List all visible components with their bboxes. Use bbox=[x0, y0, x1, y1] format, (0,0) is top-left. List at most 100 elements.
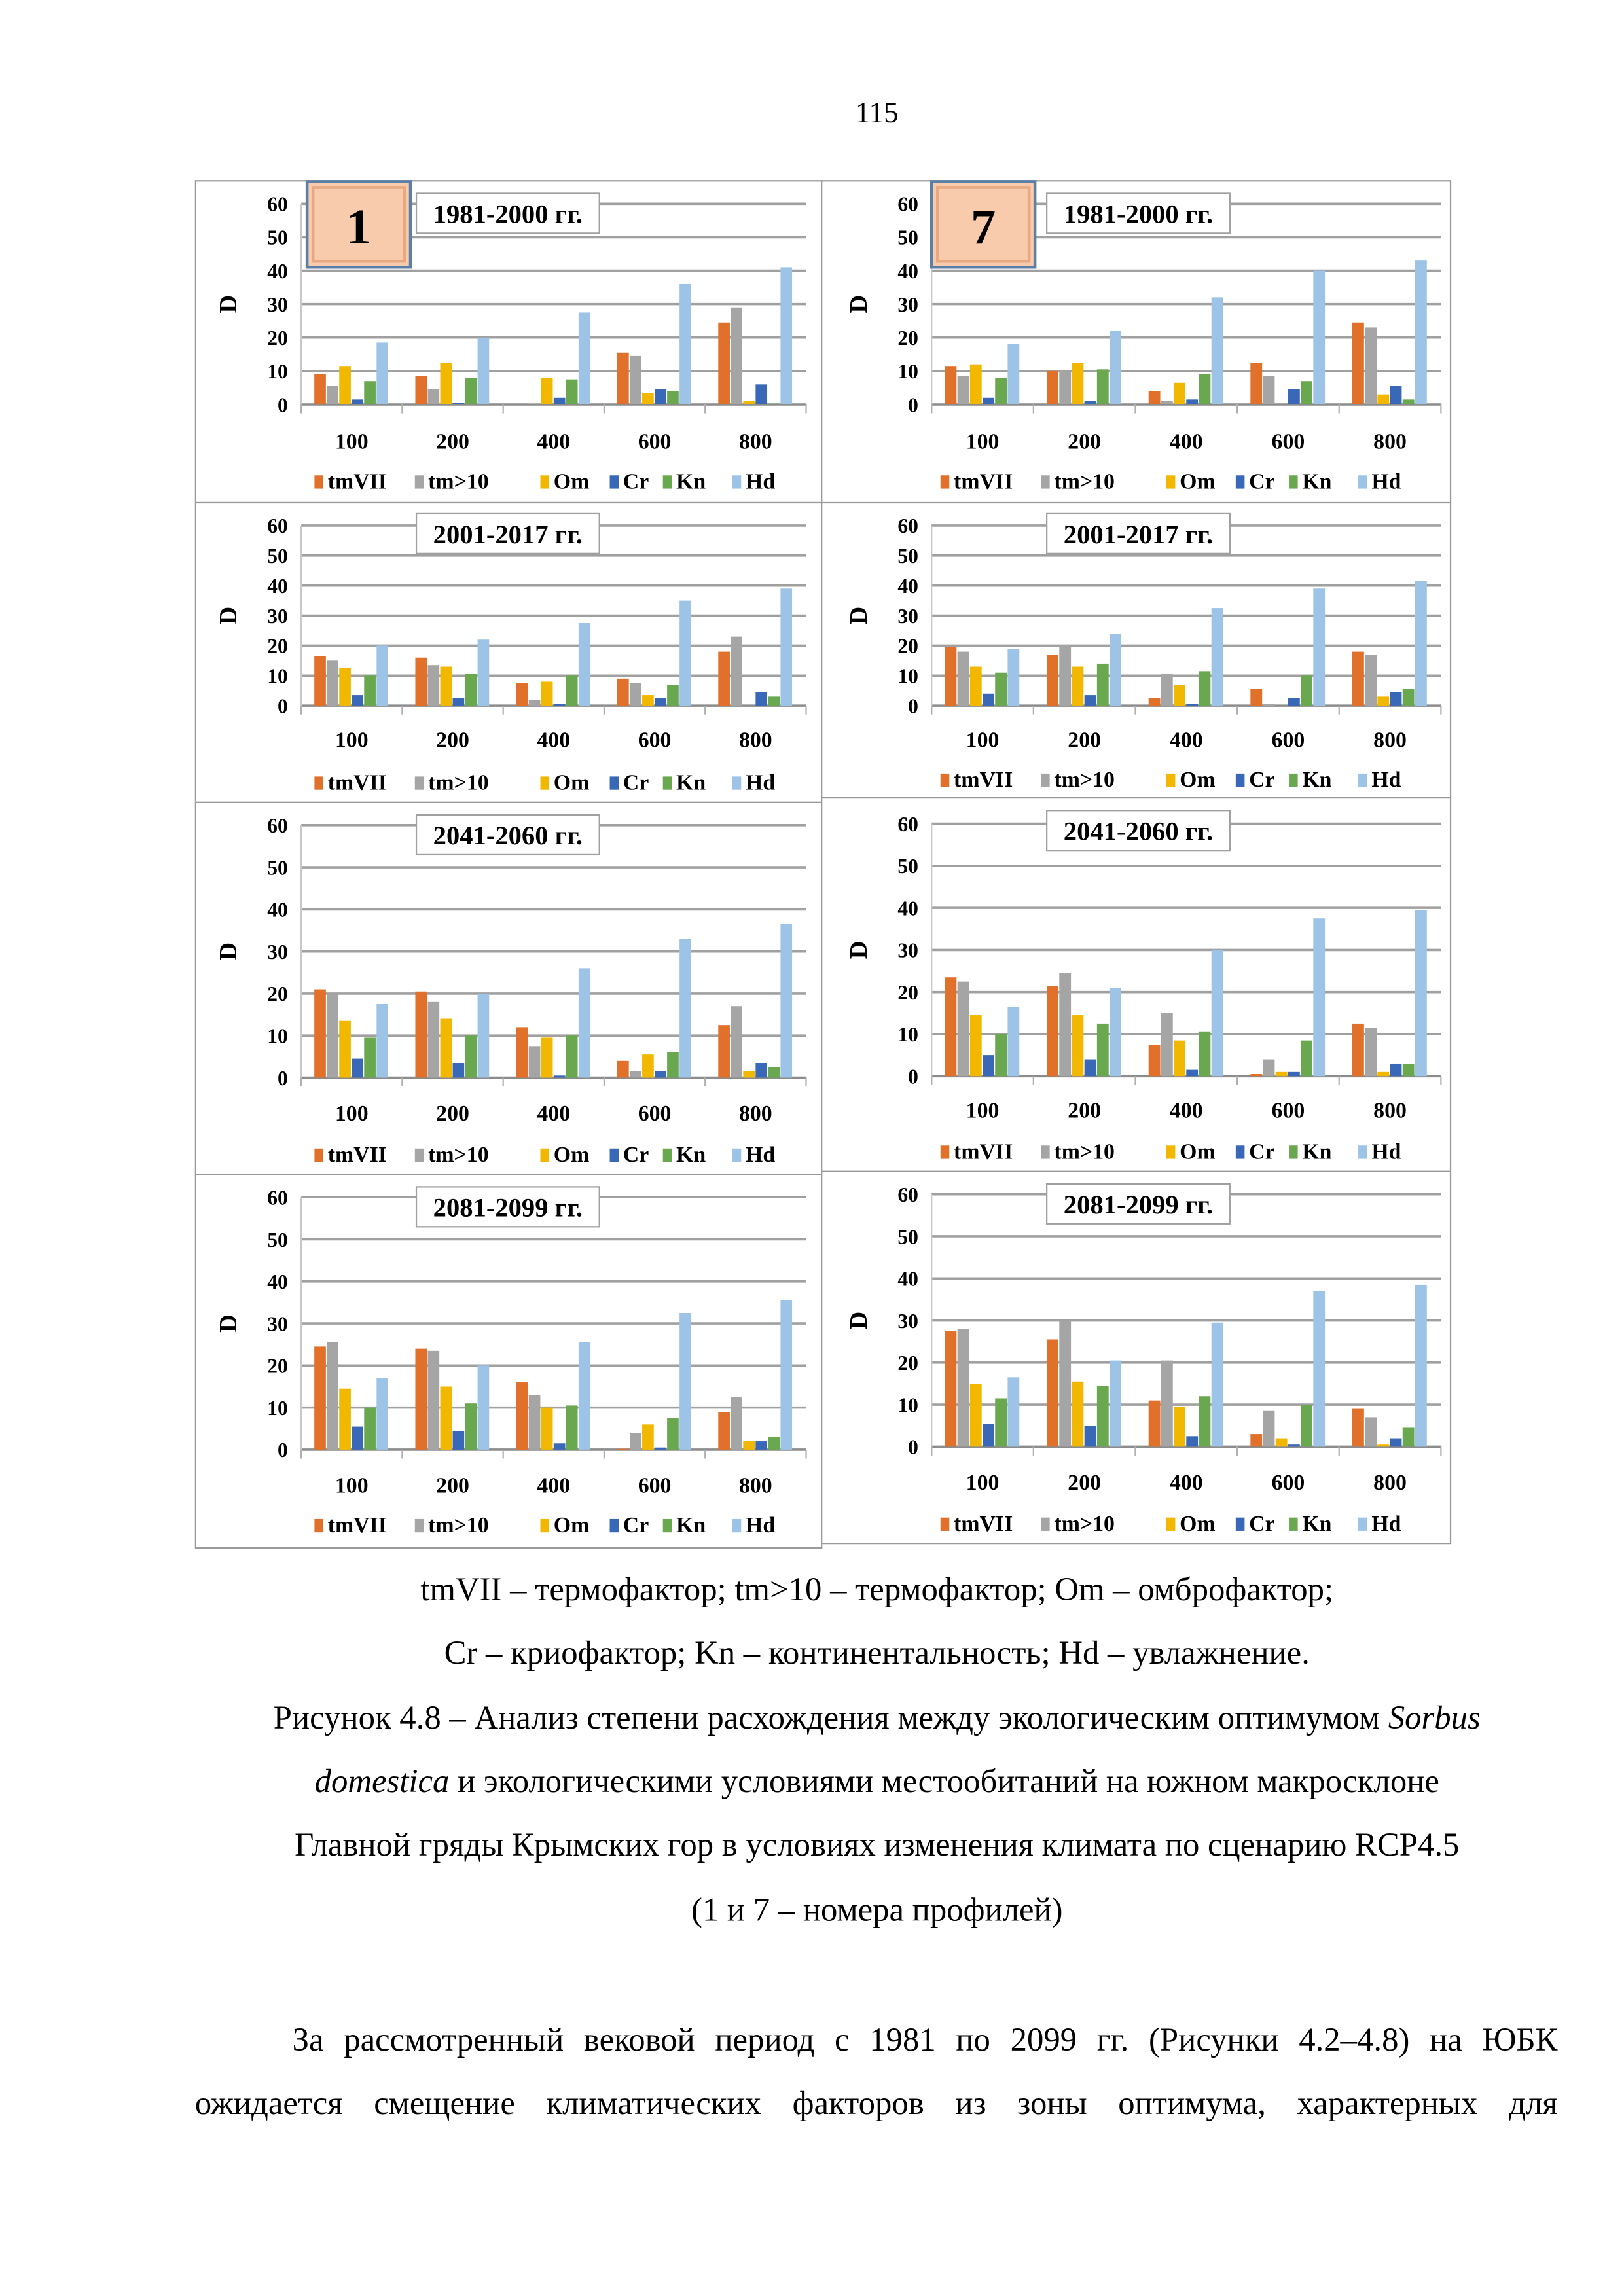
bar-tm10-600 bbox=[1263, 1059, 1275, 1077]
bar-tm10-800 bbox=[731, 636, 742, 706]
x-tick-label: 800 bbox=[1373, 1098, 1407, 1122]
bar-tm10-400 bbox=[1161, 1013, 1173, 1077]
bar-Om-800 bbox=[1377, 696, 1390, 706]
y-tick-label: 10 bbox=[267, 665, 288, 688]
bar-chart: 0 10 20 30 40 50 60 D 100 200 400 600 800 tmVII tm>10 O… bbox=[845, 810, 1442, 1164]
legend-label: tmVII bbox=[328, 1143, 387, 1167]
bar-tmVII-200 bbox=[415, 991, 427, 1078]
bar-Kn-600 bbox=[1301, 1040, 1312, 1077]
bar-Kn-200 bbox=[1096, 1023, 1109, 1077]
bar-Om-100 bbox=[339, 1388, 351, 1450]
legend-label: Cr bbox=[623, 1143, 649, 1167]
bar-tm10-800 bbox=[731, 1397, 742, 1450]
bar-Cr-800 bbox=[1390, 1063, 1402, 1077]
y-tick-label: 0 bbox=[278, 1439, 288, 1462]
legend-label: Om bbox=[554, 470, 590, 494]
bar-tmVII-200 bbox=[415, 657, 427, 706]
bar-Hd-400 bbox=[1211, 608, 1223, 706]
y-tick-label: 10 bbox=[897, 1023, 918, 1046]
bar-Om-600 bbox=[642, 393, 654, 405]
bar-Cr-600 bbox=[655, 1447, 666, 1450]
x-tick-label: 800 bbox=[739, 1473, 772, 1498]
legend-swatch bbox=[609, 475, 619, 489]
bar-tmVII-400 bbox=[516, 1382, 528, 1450]
bar-Kn-800 bbox=[1402, 1427, 1415, 1447]
bar-chart: 0 10 20 30 40 50 60 D 100 200 400 600 800 tmVII tm>10 O… bbox=[215, 1186, 807, 1537]
y-tick-label: 10 bbox=[897, 360, 918, 383]
bar-Om-400 bbox=[541, 1407, 553, 1450]
bar-Om-100 bbox=[339, 366, 351, 405]
bar-tmVII-200 bbox=[1047, 986, 1058, 1077]
bar-Hd-600 bbox=[1313, 270, 1326, 405]
bar-Hd-400 bbox=[578, 623, 590, 706]
bar-Cr-200 bbox=[1084, 695, 1096, 706]
legend-swatch bbox=[1166, 475, 1176, 489]
y-tick-label: 40 bbox=[267, 899, 288, 922]
bar-Om-600 bbox=[642, 1424, 654, 1450]
legend-swatch bbox=[940, 1517, 950, 1531]
bar-Hd-800 bbox=[1415, 1284, 1427, 1447]
chart-profile-1-1981-2000: 0 10 20 30 40 50 60 D 100 200 400 600 800 tmVII tm>10 O… bbox=[194, 180, 823, 504]
bar-Kn-100 bbox=[364, 1037, 376, 1078]
bar-Hd-600 bbox=[1313, 588, 1326, 706]
legend-label: Hd bbox=[746, 771, 775, 795]
bar-Hd-400 bbox=[578, 1342, 590, 1450]
y-tick-label: 0 bbox=[278, 393, 288, 416]
bar-Om-200 bbox=[1072, 666, 1084, 706]
legend-swatch bbox=[414, 1518, 424, 1533]
bar-Kn-800 bbox=[768, 1437, 780, 1450]
y-tick-label: 40 bbox=[267, 1270, 288, 1293]
bar-tm10-200 bbox=[1059, 645, 1072, 706]
y-tick-label: 0 bbox=[278, 1067, 288, 1090]
x-tick-label: 800 bbox=[739, 430, 772, 454]
bar-tmVII-600 bbox=[1250, 1074, 1263, 1077]
legend-label: Om bbox=[1180, 1140, 1216, 1164]
bar-Kn-600 bbox=[1301, 381, 1312, 405]
bar-Hd-100 bbox=[1007, 344, 1020, 405]
x-tick-label: 400 bbox=[537, 430, 570, 454]
bar-Om-100 bbox=[969, 1383, 982, 1447]
y-tick-label: 30 bbox=[897, 293, 918, 316]
x-tick-label: 200 bbox=[1068, 1471, 1101, 1495]
bar-Kn-400 bbox=[566, 675, 578, 706]
bar-tm10-100 bbox=[957, 981, 969, 1077]
bar-Om-400 bbox=[1174, 382, 1185, 405]
bar-tmVII-200 bbox=[415, 376, 427, 405]
chart-title-box bbox=[1046, 810, 1231, 852]
legend-label: Om bbox=[554, 771, 590, 795]
legend-note-line-1: tmVII – термофактор; tm>10 – термофактор… bbox=[420, 1570, 1334, 1608]
legend-swatch bbox=[414, 776, 424, 790]
bar-Om-200 bbox=[1072, 1381, 1084, 1447]
bar-Kn-600 bbox=[667, 685, 679, 706]
bar-Cr-600 bbox=[1288, 698, 1300, 706]
legend-label: Cr bbox=[623, 1513, 649, 1537]
figure-caption-line-1: Рисунок 4.8 – Анализ степени расхождения… bbox=[0, 1699, 1624, 1738]
bar-Hd-800 bbox=[780, 924, 793, 1078]
y-tick-label: 60 bbox=[267, 1186, 288, 1209]
bar-Cr-800 bbox=[755, 1063, 768, 1078]
legend-label: Kn bbox=[676, 470, 706, 494]
y-tick-label: 0 bbox=[908, 694, 918, 717]
bar-Kn-100 bbox=[364, 675, 376, 706]
bar-Cr-600 bbox=[1288, 1444, 1300, 1447]
bar-tmVII-400 bbox=[1148, 1045, 1161, 1077]
legend-label: tm>10 bbox=[1054, 1512, 1115, 1536]
bar-tmVII-200 bbox=[1047, 655, 1058, 706]
legend-swatch bbox=[1289, 475, 1298, 489]
x-tick-label: 100 bbox=[335, 1473, 369, 1498]
bar-Cr-100 bbox=[983, 1055, 994, 1077]
bar-tmVII-400 bbox=[1148, 698, 1161, 706]
chart-profile-1-2041-2060: 0 10 20 30 40 50 60 D 100 200 400 600 800 tmVII tm>10 O… bbox=[194, 801, 823, 1175]
chart-title: 1981-2000 гг. bbox=[433, 200, 583, 229]
bar-tm10-100 bbox=[957, 376, 969, 405]
bar-Kn-100 bbox=[364, 1407, 376, 1450]
legend-label: tm>10 bbox=[1054, 470, 1115, 494]
bar-tmVII-600 bbox=[617, 678, 629, 706]
legend-swatch bbox=[1041, 773, 1050, 787]
bar-tmVII-100 bbox=[314, 1346, 326, 1450]
legend-label: Kn bbox=[676, 1513, 706, 1537]
chart-title: 1981-2000 гг. bbox=[1064, 200, 1213, 229]
y-tick-label: 60 bbox=[267, 814, 288, 837]
bar-Kn-400 bbox=[566, 1035, 578, 1078]
bar-tm10-600 bbox=[1263, 704, 1275, 706]
